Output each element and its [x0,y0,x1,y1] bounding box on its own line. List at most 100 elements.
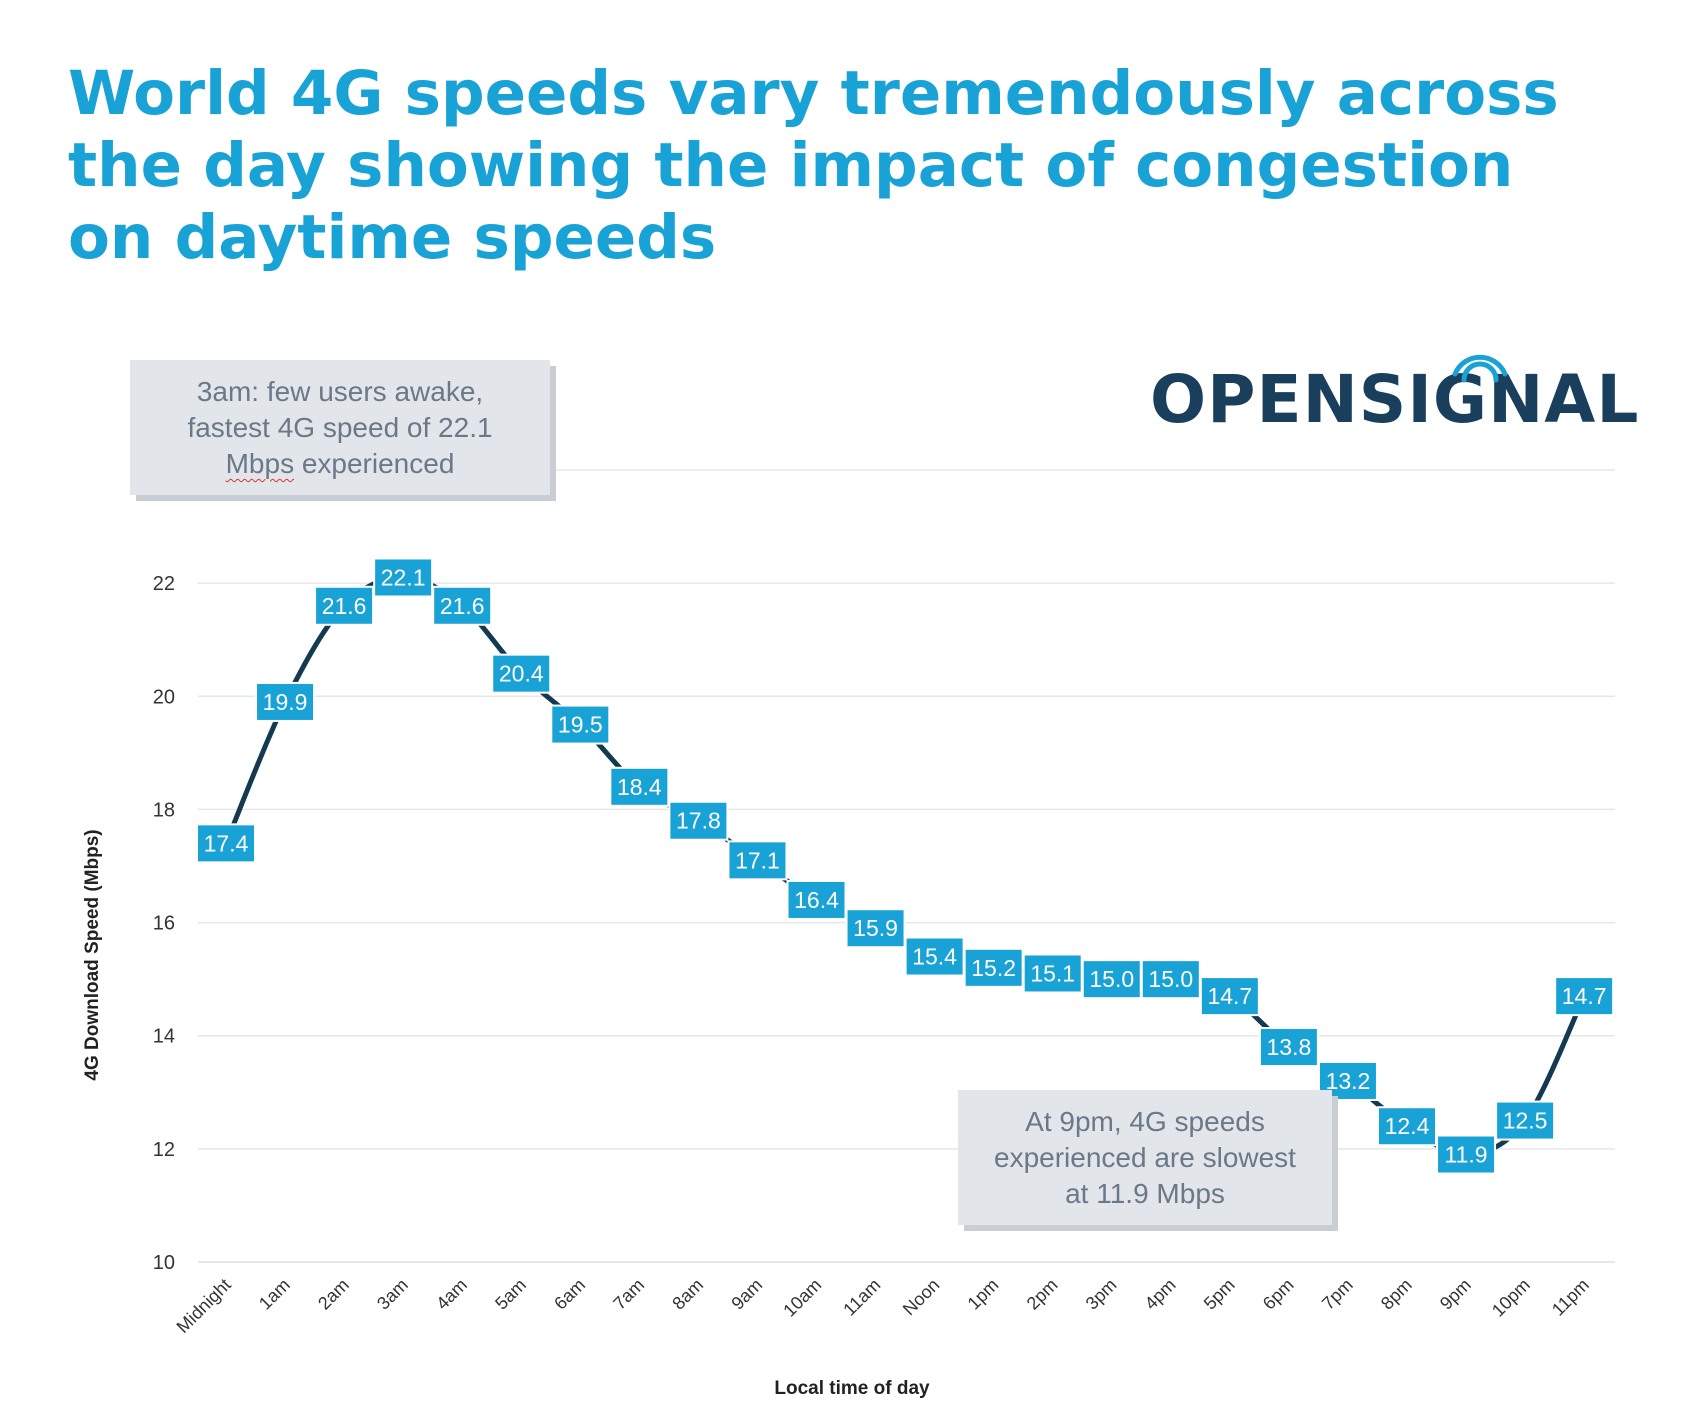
data-label-box-14 [1022,953,1083,994]
chart-title-line-3: on daytime speeds [68,202,717,273]
data-label-text-18: 13.8 [1267,1034,1312,1060]
annotation-peak-line-1: 3am: few users awake, [196,376,484,407]
x-tick-label-14: 2pm [1023,1275,1062,1314]
annotation-peak-word-mbps: Mbps [225,448,295,479]
data-label-17: 14.7 [1199,976,1260,1017]
data-label-text-23: 14.7 [1562,983,1607,1009]
x-tick-label-23: 11pm [1548,1275,1593,1320]
data-label-0: 17.4 [196,823,256,864]
data-label-23: 14.7 [1554,976,1615,1017]
data-label-text-0: 17.4 [204,830,249,856]
x-tick-label-10: 10am [779,1275,825,1321]
data-label-text-5: 20.4 [499,661,544,687]
data-label-box-19 [1317,1060,1378,1101]
data-label-5: 20.4 [491,653,552,694]
data-label-4: 21.6 [432,585,493,626]
data-label-box-10 [786,879,847,920]
data-label-20: 12.4 [1377,1106,1437,1147]
data-label-text-8: 17.8 [676,808,721,834]
data-label-19: 13.2 [1317,1060,1378,1101]
x-tick-label-15: 3pm [1082,1275,1121,1314]
series-line [223,574,1587,1158]
data-label-box-12 [904,936,965,977]
data-label-box-20 [1377,1106,1437,1147]
data-label-22: 12.5 [1495,1100,1556,1141]
data-label-7: 18.4 [609,766,670,807]
x-tick-label-16: 4pm [1141,1275,1180,1314]
data-label-text-13: 15.2 [971,955,1016,981]
data-label-12: 15.4 [904,936,965,977]
data-label-text-9: 17.1 [735,847,780,873]
data-label-text-19: 13.2 [1326,1068,1371,1094]
chart-title: World 4G speeds vary tremendously across… [68,58,1648,274]
data-label-box-9 [727,840,788,881]
data-label-13: 15.2 [963,947,1024,988]
x-tick-label-2: 2am [314,1275,353,1314]
data-label-box-16 [1140,959,1201,1000]
data-label-text-16: 15.0 [1148,966,1193,992]
data-label-box-3 [373,557,434,598]
data-label-box-21 [1436,1134,1497,1175]
data-label-box-15 [1081,959,1142,1000]
data-label-text-15: 15.0 [1089,966,1134,992]
data-label-text-20: 12.4 [1385,1113,1430,1139]
data-label-10: 16.4 [786,879,847,920]
data-label-9: 17.1 [727,840,788,881]
x-tick-label-7: 7am [609,1275,648,1314]
data-label-box-23 [1554,976,1615,1017]
annotation-trough-line-3: at 11.9 Mbps [1065,1178,1225,1209]
data-label-box-2 [314,585,375,626]
x-tick-label-18: 6pm [1259,1275,1298,1314]
x-tick-label-5: 5am [491,1275,530,1314]
opensignal-logo: OPENSIGNAL [1150,350,1638,440]
data-label-text-2: 21.6 [322,593,367,619]
x-tick-label-12: Noon [899,1275,944,1320]
chart-title-line-1: World 4G speeds vary tremendously across [68,58,1559,129]
data-label-text-10: 16.4 [794,887,839,913]
data-label-text-11: 15.9 [853,915,898,941]
x-tick-label-17: 5pm [1200,1275,1239,1314]
x-tick-label-8: 8am [668,1275,707,1314]
x-tick-label-22: 10pm [1488,1275,1534,1321]
data-label-15: 15.0 [1081,959,1142,1000]
data-label-box-17 [1199,976,1260,1017]
y-axis: 10 12 14 16 18 20 22 [153,573,175,1274]
x-tick-label-21: 9pm [1436,1275,1475,1314]
x-tick-label-20: 8pm [1377,1275,1416,1314]
annotation-trough: At 9pm, 4G speeds experienced are slowes… [958,1090,1332,1225]
data-label-text-7: 18.4 [617,774,662,800]
data-label-box-4 [432,585,493,626]
data-label-box-11 [845,908,906,949]
data-label-text-21: 11.9 [1445,1142,1488,1168]
annotation-trough-line-1: At 9pm, 4G speeds [1025,1106,1265,1137]
data-label-box-8 [668,800,729,841]
y-tick-label-4: 18 [153,799,175,821]
data-label-box-22 [1495,1100,1556,1141]
data-labels: 17.4 19.9 21.6 22.1 21.6 20.4 19.5 18.4 17.8 17.1… [196,557,1615,1175]
data-label-text-1: 19.9 [263,689,308,715]
x-axis: Midnight 1am 2am 3am 4am 5am 6am 7am 8am 9am 10am 1… [173,1275,1593,1337]
data-label-1: 19.9 [255,681,316,722]
data-label-box-0 [196,823,256,864]
data-label-box-13 [963,947,1024,988]
data-label-text-12: 15.4 [912,944,957,970]
data-label-3: 22.1 [373,557,434,598]
y-axis-title: 4G Download Speed (Mbps) [82,829,103,1080]
x-tick-label-13: 1pm [964,1275,1003,1314]
y-tick-label-3: 16 [153,913,175,935]
signal-waves-icon [1452,354,1508,383]
y-tick-label-2: 14 [153,1026,175,1048]
data-label-text-6: 19.5 [558,712,603,738]
data-label-8: 17.8 [668,800,729,841]
data-label-box-7 [609,766,670,807]
data-label-11: 15.9 [845,908,906,949]
data-label-14: 15.1 [1022,953,1083,994]
x-tick-label-9: 9am [727,1275,766,1314]
y-tick-label-1: 12 [153,1139,175,1161]
data-label-text-3: 22.1 [381,564,426,590]
x-tick-label-1: 1am [255,1275,294,1314]
data-label-box-1 [255,681,316,722]
data-label-21: 11.9 [1436,1134,1497,1175]
data-label-text-17: 14.7 [1207,983,1252,1009]
